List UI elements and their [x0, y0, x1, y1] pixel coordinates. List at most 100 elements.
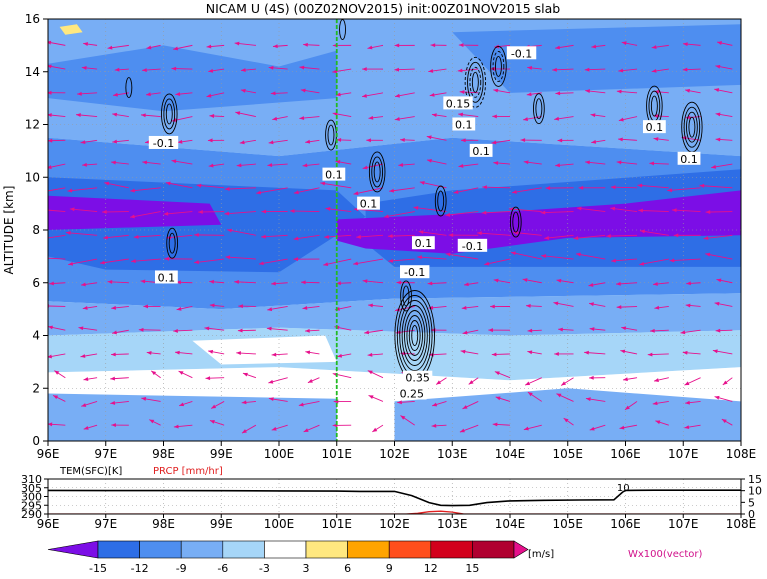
sub-x-tick-label: 101E — [322, 517, 353, 531]
x-tick-label: 96E — [37, 447, 60, 461]
sub-right-label: PRCP [mm/hr] — [153, 466, 223, 477]
x-tick-label: 105E — [553, 447, 584, 461]
x-tick-label: 97E — [94, 447, 117, 461]
y-tick-label: 2 — [32, 381, 40, 395]
svg-text:0.1: 0.1 — [646, 121, 664, 134]
colorbar-tick-label: 3 — [303, 562, 310, 575]
colorbar-tick-label: 15 — [465, 562, 479, 575]
sub-plot-area — [48, 479, 741, 514]
colorbar-segment — [264, 541, 306, 558]
svg-text:0.1: 0.1 — [472, 145, 490, 158]
colorbar-tick-label: -15 — [89, 562, 107, 575]
contour-label: 0.25 — [397, 387, 426, 401]
contour-label: -0.1 — [507, 46, 536, 60]
contour-label: 0.1 — [357, 197, 380, 211]
colorbar-segment — [223, 541, 265, 558]
contour-label: -0.1 — [458, 239, 487, 253]
svg-text:0.1: 0.1 — [415, 237, 433, 250]
colorbar-tick-label: -12 — [131, 562, 149, 575]
svg-text:0.1: 0.1 — [680, 153, 698, 166]
sub-x-tick-label: 97E — [94, 517, 117, 531]
y-tick-label: 4 — [32, 329, 40, 343]
contour-label: 0.35 — [403, 371, 432, 385]
y-tick-label: 12 — [25, 118, 40, 132]
contour-label: 0.1 — [322, 168, 345, 182]
x-tick-label: 108E — [726, 447, 757, 461]
sub-x-tick-label: 98E — [152, 517, 175, 531]
band-surface-light — [48, 394, 337, 442]
svg-text:0.1: 0.1 — [360, 198, 378, 211]
x-tick-label: 100E — [264, 447, 295, 461]
sub-x-tick-label: 105E — [553, 517, 584, 531]
sub-right-tick-label: 0 — [748, 508, 755, 521]
contour-label: 0.1 — [678, 152, 701, 166]
colorbar-segment — [306, 541, 348, 558]
colorbar-segment — [98, 541, 140, 558]
x-tick-label: 101E — [322, 447, 353, 461]
colorbar-unit: [m/s] — [528, 549, 554, 560]
contour-label: 0.1 — [155, 270, 178, 284]
contour-label: -0.1 — [400, 265, 429, 279]
colorbar-segment — [181, 541, 223, 558]
y-tick-label: 10 — [25, 170, 40, 184]
svg-text:-0.1: -0.1 — [153, 137, 174, 150]
sub-x-tick-label: 100E — [264, 517, 295, 531]
colorbar-segment — [140, 541, 182, 558]
svg-text:0.1: 0.1 — [455, 119, 473, 132]
sub-x-tick-label: 102E — [379, 517, 410, 531]
sub-left-tick-label: 290 — [21, 508, 42, 521]
x-tick-label: 102E — [379, 447, 410, 461]
colorbar-tick-label: 12 — [424, 562, 438, 575]
colorbar-tick-label: -3 — [259, 562, 270, 575]
colorbar-segment — [472, 541, 514, 558]
colorbar-tick-label: 6 — [344, 562, 351, 575]
colorbar-end-high — [514, 541, 528, 558]
contour-label: 0.1 — [470, 144, 493, 158]
contour-label: 0.1 — [452, 118, 475, 132]
x-tick-label: 99E — [210, 447, 233, 461]
svg-text:-0.1: -0.1 — [511, 47, 532, 60]
colorbar: -15 -12 -9 -6 -3 3 6 9 12 15 — [48, 541, 528, 575]
colorbar-segment — [348, 541, 390, 558]
sub-x-tick-label: 106E — [610, 517, 641, 531]
chart-title: NICAM U (4S) (00Z02NOV2015) init:00Z01NO… — [206, 1, 561, 16]
sub-left-label: TEM(SFC)[K] — [59, 466, 122, 477]
x-tick-label: 103E — [437, 447, 468, 461]
x-tick-label: 106E — [610, 447, 641, 461]
svg-text:-0.1: -0.1 — [462, 240, 483, 253]
svg-text:0.1: 0.1 — [158, 271, 176, 284]
sub-x-tick-label: 104E — [495, 517, 526, 531]
contour-label: -0.1 — [149, 136, 178, 150]
y-tick-label: 6 — [32, 276, 40, 290]
sub-annotation: 10 — [617, 483, 630, 494]
svg-text:0.1: 0.1 — [325, 169, 343, 182]
y-tick-label: 0 — [32, 434, 40, 448]
sub-x-tick-label: 103E — [437, 517, 468, 531]
colorbar-tick-label: 9 — [386, 562, 393, 575]
sub-x-tick-label: 107E — [668, 517, 699, 531]
contour-label: 0.1 — [643, 120, 666, 134]
x-tick-label: 104E — [495, 447, 526, 461]
svg-text:0.15: 0.15 — [446, 97, 471, 110]
y-tick-label: 8 — [32, 223, 40, 237]
colorbar-end-low — [48, 541, 98, 558]
vector-label: Wx100(vector) — [628, 549, 703, 560]
colorbar-segment — [389, 541, 431, 558]
colorbar-tick-label: -9 — [176, 562, 187, 575]
y-tick-label: 14 — [25, 65, 40, 79]
contour-label: 0.1 — [412, 236, 435, 250]
y-tick-label: 16 — [25, 12, 40, 26]
x-tick-label: 107E — [668, 447, 699, 461]
svg-text:-0.1: -0.1 — [404, 266, 425, 279]
x-tick-label: 98E — [152, 447, 175, 461]
main-x-axis: 96E 97E 98E 99E 100E 101E 102E 103E 104E 105E 106E… — [37, 441, 757, 461]
svg-text:0.35: 0.35 — [405, 372, 430, 385]
main-y-axis: 0 2 4 6 8 10 12 14 16 — [25, 12, 48, 448]
svg-text:0.25: 0.25 — [400, 388, 425, 401]
colorbar-tick-label: -6 — [217, 562, 228, 575]
colorbar-segment — [431, 541, 473, 558]
sub-x-tick-label: 99E — [210, 517, 233, 531]
